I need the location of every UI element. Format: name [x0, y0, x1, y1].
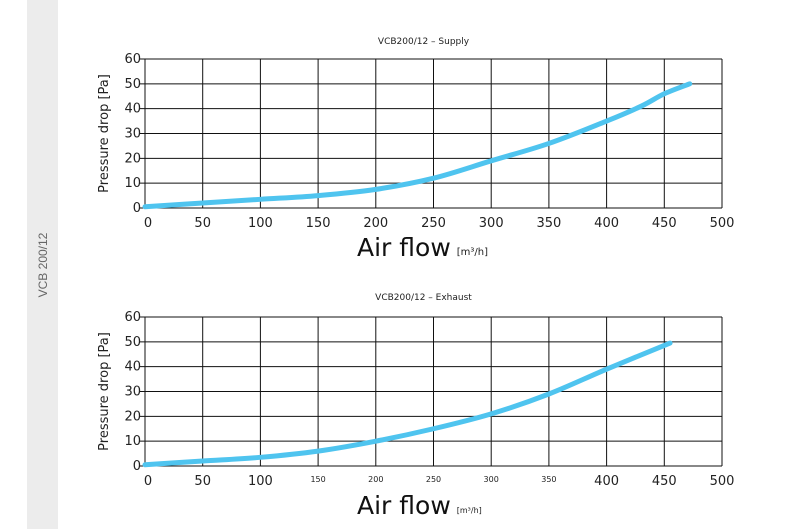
chart-title: VCB200/12 – Exhaust	[375, 293, 472, 303]
x-axis-label: Air flow	[357, 233, 451, 262]
x-tick-label: 350	[536, 216, 561, 231]
x-tick-label: 450	[652, 216, 677, 231]
y-tick-label: 40	[124, 360, 141, 375]
y-axis-label: Pressure drop [Pa]	[97, 332, 112, 451]
y-tick-label: 20	[124, 409, 141, 424]
y-tick-label: 10	[124, 176, 141, 191]
x-axis-unit: [m³/h]	[457, 247, 488, 258]
x-tick-label: 300	[484, 475, 499, 484]
x-tick-label: 150	[310, 475, 325, 484]
x-tick-label: 50	[194, 474, 211, 489]
y-tick-label: 60	[124, 310, 141, 325]
y-tick-label: 60	[124, 52, 141, 67]
y-tick-label: 50	[124, 335, 141, 350]
y-tick-label: 0	[133, 201, 141, 216]
y-tick-label: 10	[124, 434, 141, 449]
y-axis-label: Pressure drop [Pa]	[97, 74, 112, 193]
y-tick-label: 30	[124, 385, 141, 400]
x-tick-label: 250	[426, 475, 441, 484]
x-tick-label: 100	[248, 216, 273, 231]
x-tick-label: 350	[541, 475, 556, 484]
sidebar: VCB 200/12	[27, 0, 58, 529]
series-line-exhaust	[142, 340, 673, 468]
x-tick-label: 500	[710, 474, 735, 489]
y-tick-label: 30	[124, 127, 141, 142]
y-tick-label: 40	[124, 102, 141, 117]
x-tick-label: 200	[368, 475, 383, 484]
y-tick-label: 0	[133, 459, 141, 474]
x-tick-label: 250	[421, 216, 446, 231]
x-tick-label: 0	[144, 216, 152, 231]
x-tick-label: 150	[306, 216, 331, 231]
x-axis-unit: [m³/h]	[457, 506, 482, 515]
series-line-supply	[142, 81, 693, 210]
x-tick-label: 0	[144, 474, 152, 489]
chart-title: VCB200/12 – Supply	[378, 37, 470, 47]
x-tick-label: 200	[363, 216, 388, 231]
y-tick-label: 50	[124, 77, 141, 92]
x-tick-label: 400	[594, 216, 619, 231]
y-tick-label: 20	[124, 151, 141, 166]
x-axis-label: Air flow	[357, 491, 451, 520]
x-tick-label: 300	[479, 216, 504, 231]
x-tick-label: 450	[652, 474, 677, 489]
x-tick-label: 400	[594, 474, 619, 489]
x-tick-label: 500	[710, 216, 735, 231]
x-tick-label: 100	[248, 474, 273, 489]
x-tick-label: 50	[194, 216, 211, 231]
